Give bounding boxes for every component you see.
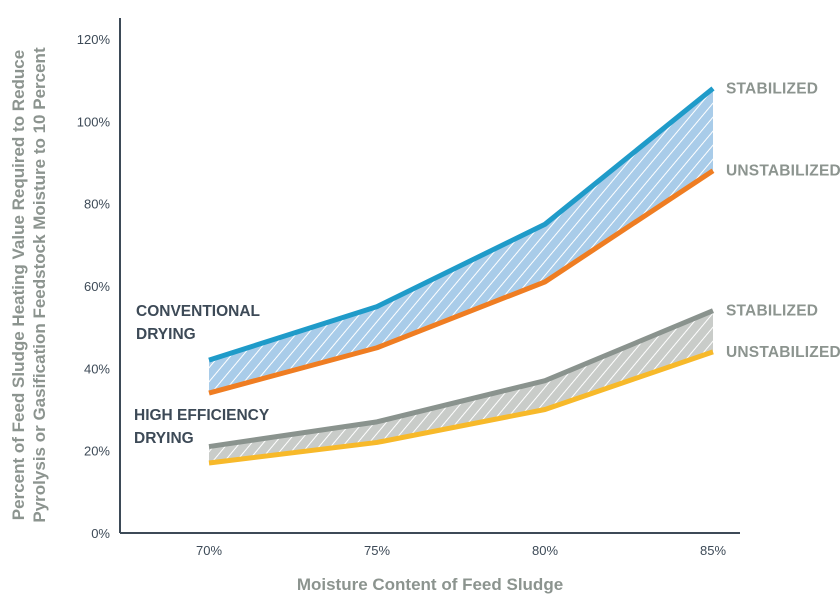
- conventional-unstabilized-label: UNSTABILIZED: [726, 163, 840, 180]
- conventional-label-line-2: DRYING: [136, 326, 196, 343]
- high-efficiency-label-line-2: DRYING: [134, 430, 194, 447]
- x-tick-label: 85%: [700, 543, 726, 558]
- y-tick-label: 100%: [77, 114, 111, 129]
- x-axis-title: Moisture Content of Feed Sludge: [297, 575, 563, 594]
- high-efficiency-stabilized-label: STABILIZED: [726, 303, 818, 320]
- conventional-label-line-1: CONVENTIONAL: [136, 303, 260, 320]
- high-efficiency-label-line-1: HIGH EFFICIENCY: [134, 407, 270, 424]
- y-tick-label: 80%: [84, 197, 110, 212]
- conventional-stabilized-line: [208, 86, 715, 363]
- y-tick-label: 0%: [91, 526, 110, 541]
- high-efficiency-unstabilized-label: UNSTABILIZED: [726, 344, 840, 361]
- high-efficiency-unstabilized-line: [208, 349, 714, 466]
- conventional-band: [209, 88, 713, 394]
- y-tick-label: 40%: [84, 361, 110, 376]
- x-tick-label: 80%: [532, 543, 558, 558]
- y-tick-label: 60%: [84, 279, 110, 294]
- conventional-unstabilized-line: [208, 168, 715, 396]
- y-axis-title-line-1: Percent of Feed Sludge Heating Value Req…: [9, 50, 28, 520]
- y-tick-label: 20%: [84, 444, 110, 459]
- x-tick-label: 75%: [364, 543, 390, 558]
- y-tick-label: 120%: [77, 32, 111, 47]
- x-tick-label: 70%: [196, 543, 222, 558]
- y-axis-title-line-2: Pyrolysis or Gasification Feedstock Mois…: [30, 47, 49, 523]
- high-efficiency-stabilized-line: [208, 308, 714, 450]
- conventional-stabilized-label: STABILIZED: [726, 80, 818, 97]
- high-efficiency-band: [209, 310, 713, 464]
